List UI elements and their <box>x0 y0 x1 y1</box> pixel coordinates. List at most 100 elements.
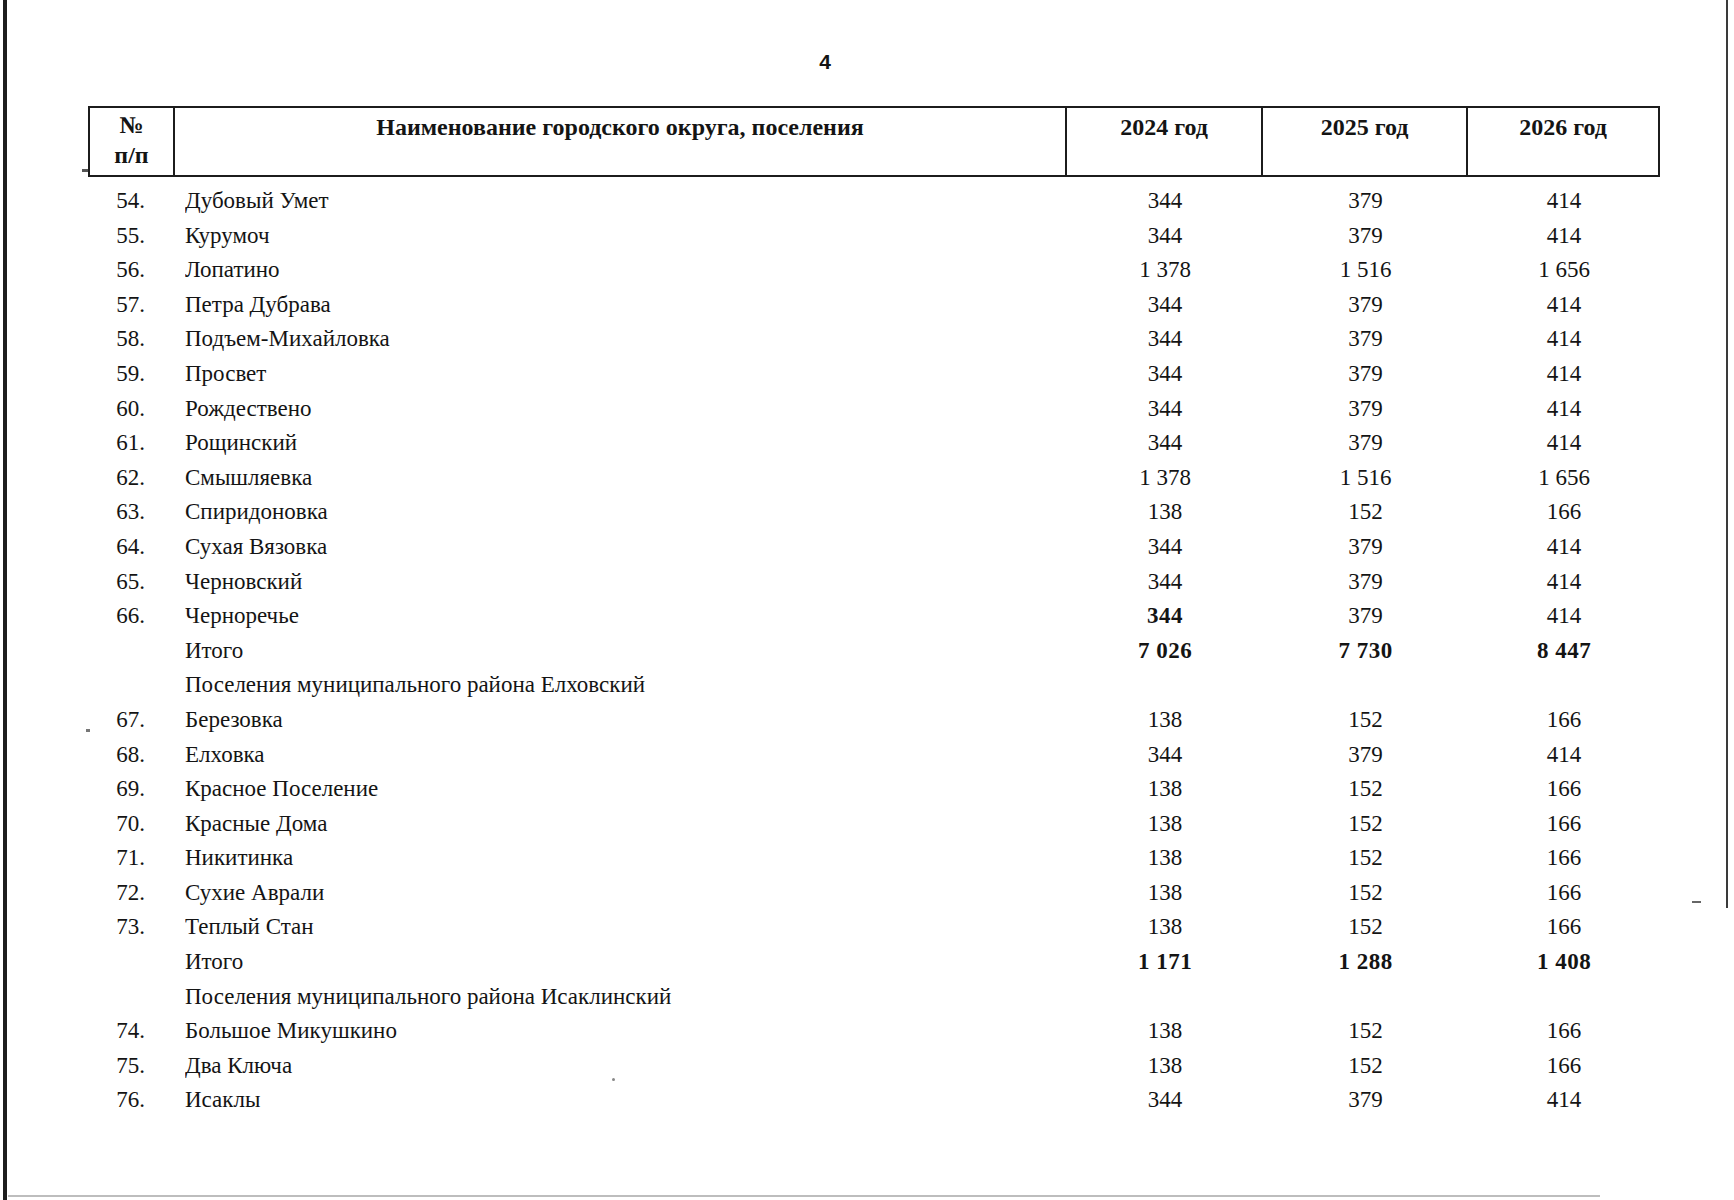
value-2026-cell: 166 <box>1468 703 1660 738</box>
settlement-name-cell: Итого <box>185 945 1060 980</box>
value-2024-cell: 344 <box>1067 184 1263 219</box>
value-2025-cell: 152 <box>1263 807 1468 842</box>
value-2026-cell: 8 447 <box>1468 634 1660 669</box>
value-2025-cell: 7 730 <box>1263 634 1468 669</box>
value-2026-cell: 166 <box>1468 495 1660 530</box>
settlement-name-cell: Никитинка <box>185 841 1060 876</box>
settlement-name-cell: Курумоч <box>185 219 1060 254</box>
row-number-cell: 59. <box>88 357 173 392</box>
header-cell-settlement-name: Наименование городского округа, поселени… <box>175 108 1067 175</box>
header-cell-row-number: № п/п <box>90 108 175 175</box>
value-2026-cell: 414 <box>1468 565 1660 600</box>
header-num-line1: № <box>90 110 173 140</box>
value-2024-cell: 344 <box>1067 1083 1263 1118</box>
value-2024-cell: 138 <box>1067 495 1263 530</box>
row-number-cell: 71. <box>88 841 173 876</box>
total-row: Итого7 0267 7308 447 <box>0 634 1734 669</box>
value-2025-cell: 379 <box>1263 219 1468 254</box>
value-2026-cell: 1 408 <box>1468 945 1660 980</box>
value-2024-cell: 344 <box>1067 426 1263 461</box>
table-row: 54.Дубовый Умет344379414 <box>0 184 1734 219</box>
value-2026-cell: 414 <box>1468 288 1660 323</box>
settlement-name-cell: Теплый Стан <box>185 910 1060 945</box>
row-number-cell: 67. <box>88 703 173 738</box>
settlement-name-cell: Дубовый Умет <box>185 184 1060 219</box>
table-row: 75.Два Ключа138152166 <box>0 1049 1734 1084</box>
value-2026-cell: 1 656 <box>1468 461 1660 496</box>
value-2024-cell: 138 <box>1067 910 1263 945</box>
row-number-cell: 57. <box>88 288 173 323</box>
value-2025-cell: 152 <box>1263 910 1468 945</box>
value-2025-cell: 152 <box>1263 1049 1468 1084</box>
value-2025-cell: 379 <box>1263 599 1468 634</box>
table-row: 70.Красные Дома138152166 <box>0 807 1734 842</box>
value-2025-cell: 1 288 <box>1263 945 1468 980</box>
table-row: 69. Красное Поселение138152166 <box>0 772 1734 807</box>
table-row: 65.Черновский344379414 <box>0 565 1734 600</box>
value-2026-cell: 1 656 <box>1468 253 1660 288</box>
settlement-name-cell: Рощинский <box>185 426 1060 461</box>
table-header: № п/п Наименование городского округа, по… <box>88 106 1660 177</box>
value-2024-cell: 138 <box>1067 772 1263 807</box>
table-row: 67.Березовка138152166 <box>0 703 1734 738</box>
table-row: 57.Петра Дубрава344379414 <box>0 288 1734 323</box>
value-2026-cell: 414 <box>1468 738 1660 773</box>
value-2024-cell: 138 <box>1067 1049 1263 1084</box>
row-number-cell: 66. <box>88 599 173 634</box>
settlement-name-cell: Красное Поселение <box>185 772 1060 807</box>
page-number: 4 <box>813 50 837 74</box>
value-2025-cell: 152 <box>1263 876 1468 911</box>
settlement-name-cell: Поселения муниципального района Елховски… <box>185 668 1060 703</box>
settlement-name-cell: Черновский <box>185 565 1060 600</box>
settlement-name-cell: Подъем-Михайловка <box>185 322 1060 357</box>
settlement-name-cell: Елховка <box>185 738 1060 773</box>
value-2024-cell: 1 171 <box>1067 945 1263 980</box>
value-2025-cell: 379 <box>1263 426 1468 461</box>
value-2024-cell: 344 <box>1067 530 1263 565</box>
value-2024-cell: 138 <box>1067 841 1263 876</box>
row-number-cell: 56. <box>88 253 173 288</box>
value-2026-cell: 414 <box>1468 392 1660 427</box>
settlement-name-cell: Два Ключа <box>185 1049 1060 1084</box>
table-row: 60.Рождествено344379414 <box>0 392 1734 427</box>
total-row: Итого1 1711 2881 408 <box>0 945 1734 980</box>
value-2025-cell: 379 <box>1263 530 1468 565</box>
value-2025-cell: 379 <box>1263 357 1468 392</box>
settlement-name-cell: Рождествено <box>185 392 1060 427</box>
value-2026-cell: 414 <box>1468 599 1660 634</box>
row-number-cell: 69. <box>88 772 173 807</box>
value-2025-cell: 152 <box>1263 772 1468 807</box>
settlement-name-cell: Смышляевка <box>185 461 1060 496</box>
value-2024-cell: 138 <box>1067 807 1263 842</box>
value-2025-cell: 379 <box>1263 1083 1468 1118</box>
table-row: 76. Исаклы344379414 <box>0 1083 1734 1118</box>
settlement-name-cell: Березовка <box>185 703 1060 738</box>
scan-border-bottom-line <box>8 1195 1600 1197</box>
row-number-cell: 76. <box>88 1083 173 1118</box>
table-row: 62.Смышляевка1 3781 5161 656 <box>0 461 1734 496</box>
settlement-name-cell: Исаклы <box>185 1083 1060 1118</box>
value-2025-cell: 379 <box>1263 565 1468 600</box>
value-2024-cell: 7 026 <box>1067 634 1263 669</box>
settlement-name-cell: Петра Дубрава <box>185 288 1060 323</box>
value-2024-cell: 344 <box>1067 392 1263 427</box>
value-2026-cell: 414 <box>1468 184 1660 219</box>
table-row: 68.Елховка344379414 <box>0 738 1734 773</box>
header-cell-year-2025: 2025 год <box>1263 108 1468 175</box>
value-2026-cell: 414 <box>1468 530 1660 565</box>
header-cell-year-2026: 2026 год <box>1468 108 1658 175</box>
value-2026-cell: 166 <box>1468 1049 1660 1084</box>
table-row: 61.Рощинский344379414 <box>0 426 1734 461</box>
settlement-name-cell: Просвет <box>185 357 1060 392</box>
table-row: 73.Теплый Стан138152166 <box>0 910 1734 945</box>
value-2026-cell: 414 <box>1468 1083 1660 1118</box>
value-2024-cell: 344 <box>1067 219 1263 254</box>
value-2026-cell: 166 <box>1468 772 1660 807</box>
value-2026-cell: 414 <box>1468 322 1660 357</box>
value-2024-cell: 1 378 <box>1067 461 1263 496</box>
value-2026-cell: 414 <box>1468 426 1660 461</box>
table-row: 66.Черноречье344379414 <box>0 599 1734 634</box>
table-row: 59.Просвет344379414 <box>0 357 1734 392</box>
header-cell-year-2024: 2024 год <box>1067 108 1263 175</box>
value-2026-cell: 166 <box>1468 876 1660 911</box>
